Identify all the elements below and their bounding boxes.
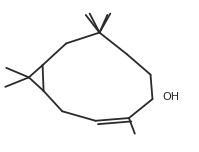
Text: OH: OH [162,92,179,102]
